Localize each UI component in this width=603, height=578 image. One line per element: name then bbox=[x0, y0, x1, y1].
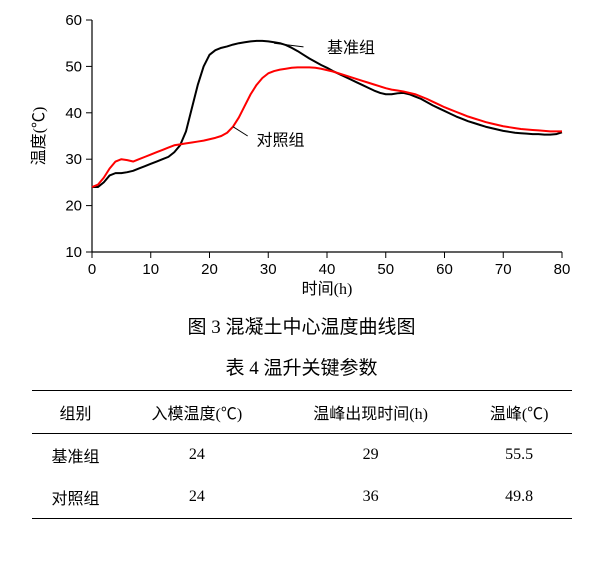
table-caption: 表 4 温升关键参数 bbox=[20, 353, 583, 380]
page-root: 0 10 20 30 40 50 60 70 80 10 20 30 40 50 60 时间(h) 温度(℃) 基… bbox=[0, 0, 603, 578]
col-header: 温峰(℃) bbox=[467, 391, 572, 434]
table-cell: 对照组 bbox=[32, 476, 120, 519]
svg-text:50: 50 bbox=[377, 261, 394, 278]
svg-text:40: 40 bbox=[65, 105, 82, 122]
col-header: 温峰出现时间(h) bbox=[274, 391, 467, 434]
svg-text:60: 60 bbox=[436, 261, 453, 278]
col-header: 组别 bbox=[32, 391, 120, 434]
params-table: 组别 入模温度(℃) 温峰出现时间(h) 温峰(℃) 基准组 24 29 55.… bbox=[32, 390, 572, 519]
svg-text:60: 60 bbox=[65, 12, 82, 29]
chart-container: 0 10 20 30 40 50 60 70 80 10 20 30 40 50 60 时间(h) 温度(℃) 基… bbox=[20, 10, 583, 300]
table-cell: 29 bbox=[274, 434, 467, 477]
table-cell: 24 bbox=[119, 434, 274, 477]
svg-text:80: 80 bbox=[553, 261, 570, 278]
svg-text:20: 20 bbox=[201, 261, 218, 278]
svg-text:30: 30 bbox=[259, 261, 276, 278]
svg-text:10: 10 bbox=[142, 261, 159, 278]
line-chart: 0 10 20 30 40 50 60 70 80 10 20 30 40 50 60 时间(h) 温度(℃) 基… bbox=[22, 10, 582, 300]
svg-text:70: 70 bbox=[494, 261, 511, 278]
svg-text:10: 10 bbox=[65, 244, 82, 261]
svg-text:基准组: 基准组 bbox=[327, 39, 375, 57]
figure-caption: 图 3 混凝土中心温度曲线图 bbox=[20, 312, 583, 339]
col-header: 入模温度(℃) bbox=[119, 391, 274, 434]
svg-text:0: 0 bbox=[87, 261, 95, 278]
table-cell: 36 bbox=[274, 476, 467, 519]
svg-text:时间(h): 时间(h) bbox=[301, 280, 352, 298]
svg-text:30: 30 bbox=[65, 151, 82, 168]
table-cell: 55.5 bbox=[467, 434, 572, 477]
table-row: 基准组 24 29 55.5 bbox=[32, 434, 572, 477]
table-row: 对照组 24 36 49.8 bbox=[32, 476, 572, 519]
table-cell: 49.8 bbox=[467, 476, 572, 519]
svg-text:对照组: 对照组 bbox=[256, 132, 304, 150]
svg-text:40: 40 bbox=[318, 261, 335, 278]
table-cell: 基准组 bbox=[32, 434, 120, 477]
svg-text:50: 50 bbox=[65, 58, 82, 75]
svg-text:温度(℃): 温度(℃) bbox=[30, 107, 48, 166]
table-cell: 24 bbox=[119, 476, 274, 519]
svg-text:20: 20 bbox=[65, 198, 82, 215]
table-header-row: 组别 入模温度(℃) 温峰出现时间(h) 温峰(℃) bbox=[32, 391, 572, 434]
